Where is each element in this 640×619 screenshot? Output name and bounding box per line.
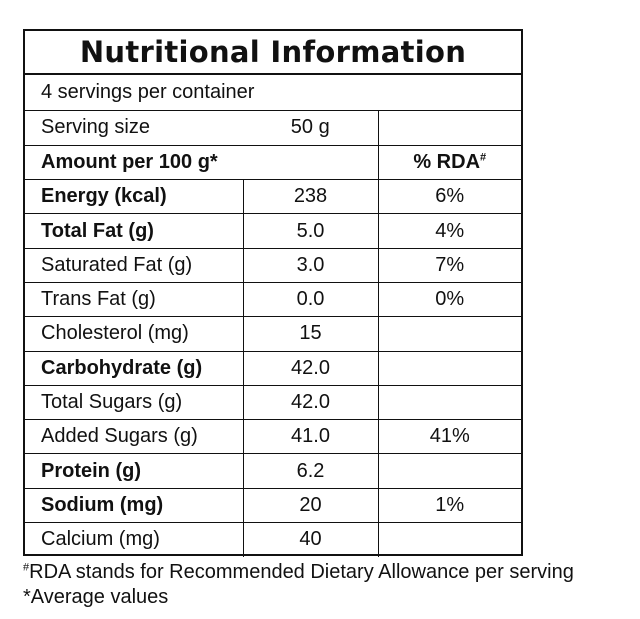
nutrient-rda: 1% <box>377 488 521 524</box>
nutrition-table: Serving size 50 g Amount per 100 g* % RD… <box>25 111 521 557</box>
nutrient-rda: 0% <box>377 282 521 318</box>
nutrient-value: 3.0 <box>242 248 378 283</box>
amount-header-row: Amount per 100 g* % RDA# <box>25 145 521 181</box>
nutrient-row-energy: Energy (kcal) 238 6% <box>25 179 521 215</box>
nutrient-row-saturated-fat: Saturated Fat (g) 3.0 7% <box>25 248 521 283</box>
nutrient-value: 40 <box>242 522 378 557</box>
nutrient-row-trans-fat: Trans Fat (g) 0.0 0% <box>25 282 521 318</box>
nutrient-name: Energy (kcal) <box>25 179 243 215</box>
nutrient-name: Protein (g) <box>25 453 243 489</box>
nutrient-rda: 41% <box>377 419 521 455</box>
footnote-rda: #RDA stands for Recommended Dietary Allo… <box>23 561 574 584</box>
nutrient-rda <box>377 522 521 557</box>
nutrient-rda: 6% <box>377 179 521 215</box>
nutrient-name: Sodium (mg) <box>25 488 243 524</box>
nutrient-value: 42.0 <box>242 351 378 386</box>
nutrient-value: 6.2 <box>242 453 378 489</box>
nutrient-name: Calcium (mg) <box>41 528 160 551</box>
nutrient-name: Cholesterol (mg) <box>25 316 243 352</box>
nutrient-value: 0.0 <box>242 282 378 318</box>
amount-header-label: Amount per 100 g* <box>25 145 243 181</box>
rda-header: % RDA# <box>377 145 521 181</box>
nutrient-rda <box>377 385 521 421</box>
nutrient-value: 5.0 <box>242 213 378 249</box>
nutrient-value: 41.0 <box>242 419 378 455</box>
footnote-rda-text: RDA stands for Recommended Dietary Allow… <box>29 561 574 583</box>
nutrient-value: 20 <box>242 488 378 524</box>
label-title: Nutritional Information <box>25 31 521 75</box>
nutrient-rda <box>377 351 521 386</box>
serving-size-value: 50 g <box>243 111 378 146</box>
nutrient-name: Trans Fat (g) <box>25 282 243 318</box>
nutrient-row-total-sugars: Total Sugars (g) 42.0 <box>25 385 521 421</box>
nutrient-rda <box>377 453 521 489</box>
nutrition-label: Nutritional Information 4 servings per c… <box>23 29 523 557</box>
rda-header-label: % RDA <box>413 150 481 173</box>
serving-size-row: Serving size 50 g <box>25 111 521 146</box>
rda-header-mark: # <box>480 151 487 164</box>
amount-header-blank <box>243 145 378 181</box>
nutrient-row-carbohydrate: Carbohydrate (g) 42.0 <box>25 351 521 386</box>
nutrient-name: Saturated Fat (g) <box>25 248 243 283</box>
nutrient-name: Total Fat (g) <box>25 213 243 249</box>
nutrient-name: Total Sugars (g) <box>25 385 243 421</box>
footnote-average: *Average values <box>23 586 169 608</box>
nutrient-value: 15 <box>242 316 378 352</box>
nutrient-value: 42.0 <box>242 385 378 421</box>
nutrient-rda <box>377 316 521 352</box>
nutrient-rda: 7% <box>377 248 521 283</box>
nutrient-value: 238 <box>242 179 378 215</box>
nutrient-rda: 4% <box>377 213 521 249</box>
nutrient-name: Added Sugars (g) <box>25 419 243 455</box>
serving-size-rda <box>377 111 521 146</box>
nutrient-row-calcium: Calcium (mg) 40 <box>25 522 521 557</box>
servings-per-container: 4 servings per container <box>25 75 521 111</box>
nutrient-row-protein: Protein (g) 6.2 <box>25 453 521 489</box>
nutrient-name: Carbohydrate (g) <box>25 351 243 386</box>
nutrient-row-total-fat: Total Fat (g) 5.0 4% <box>25 213 521 249</box>
nutrient-row-sodium: Sodium (mg) 20 1% <box>25 488 521 524</box>
nutrient-row-cholesterol: Cholesterol (mg) 15 <box>25 316 521 352</box>
nutrient-row-added-sugars: Added Sugars (g) 41.0 41% <box>25 419 521 455</box>
footnote-rda-mark: # <box>23 561 30 574</box>
serving-size-label: Serving size <box>25 111 243 146</box>
